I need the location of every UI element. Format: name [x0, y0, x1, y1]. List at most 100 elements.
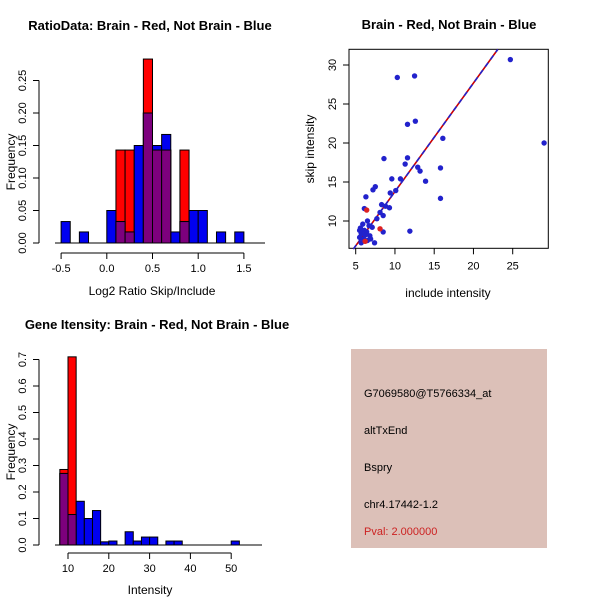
hist-bar: [197, 210, 208, 244]
probe-id-text: G7069580@T5766334_at: [364, 388, 491, 400]
tick-label: 5: [353, 260, 359, 272]
tick-label: 50: [225, 563, 237, 575]
hist-bar: [115, 221, 126, 244]
scatter-point-blue: [417, 168, 423, 174]
hist-bar: [133, 145, 144, 244]
scatter-xlabel: include intensity: [405, 286, 490, 300]
scatter-point-blue: [363, 194, 369, 200]
tick-label: 0.3: [17, 458, 29, 473]
tick-label: 20: [327, 137, 339, 149]
hist-ratio-title: RatioData: Brain - Red, Not Brain - Blue: [28, 18, 271, 33]
hist-ratio-ylabel: Frequency: [4, 134, 18, 191]
hist-bar: [142, 112, 154, 244]
hist-gene-xlabel: Intensity: [128, 583, 173, 597]
locus-text: chr4.17442-1.2: [364, 499, 438, 511]
hist-bar: [108, 540, 118, 546]
scatter-point-blue: [402, 161, 408, 167]
plot-box: [348, 48, 549, 249]
scatter-point-blue: [412, 118, 419, 124]
hist-bar: [124, 149, 135, 244]
tick-label: 0.05: [17, 200, 29, 221]
event-type-text: altTxEnd: [364, 425, 407, 437]
hist-bar: [91, 510, 102, 546]
scatter-point-blue: [411, 73, 418, 79]
hist-bar: [179, 221, 190, 244]
tick-label: 20: [467, 260, 479, 272]
scatter-point-blue: [364, 218, 371, 224]
tick-label: 0.7: [17, 352, 29, 367]
gene-intensity-histogram: 10 20 30 40 50 0.0 0.1 0.2 0.3 0.4 0.5 0.6 0.7: [17, 352, 262, 575]
hist-bar: [188, 210, 199, 244]
tick-label: 40: [184, 563, 196, 575]
tick-label: 1.0: [191, 263, 206, 275]
hist-bar: [161, 149, 172, 244]
tick-label: 15: [428, 260, 440, 272]
gene-info-panel: [351, 349, 547, 548]
tick-label: 0.25: [17, 70, 29, 91]
tick-label: 10: [62, 563, 74, 575]
hist-bar: [230, 540, 240, 546]
scatter-point-blue: [393, 187, 399, 194]
hist-bar: [140, 536, 151, 546]
fit-line-red: [352, 48, 499, 250]
hist-bar: [215, 231, 227, 244]
scatter-point-red: [362, 238, 368, 244]
scatter-point-blue: [440, 135, 446, 142]
scatter-point-blue: [386, 205, 393, 211]
scatter-ylabel: skip intensity: [303, 115, 317, 184]
hist-ratio-xlabel: Log2 Ratio Skip/Include: [89, 284, 216, 298]
tick-label: 10: [389, 260, 401, 272]
tick-label: 0.4: [17, 431, 29, 446]
scatter-point-blue: [407, 228, 413, 234]
tick-label: 20: [103, 563, 115, 575]
hist-bar: [234, 231, 245, 244]
scatter-point-blue: [415, 164, 421, 170]
hist-bar: [67, 514, 77, 546]
hist-bar: [75, 500, 85, 546]
tick-label: 0.00: [17, 232, 29, 253]
tick-label: 10: [327, 215, 339, 227]
scatter-point-blue: [369, 224, 375, 230]
hist-bar: [173, 540, 183, 546]
scatter-point-blue: [387, 190, 393, 196]
hist-bar: [78, 231, 90, 244]
tick-label: 30: [143, 563, 155, 575]
scatter-point-blue: [360, 221, 366, 227]
scatter-point-blue: [507, 56, 514, 63]
tick-label: 0.5: [17, 405, 29, 420]
scatter-point-blue: [422, 178, 429, 184]
tick-label: 0.2: [17, 484, 29, 499]
hist-bar: [60, 221, 71, 244]
tick-label: 0.5: [145, 263, 160, 275]
scatter-point-blue: [394, 74, 401, 81]
tick-label: 1.5: [236, 263, 251, 275]
hist-bar: [124, 231, 135, 244]
scatter-point-blue: [371, 240, 378, 246]
scatter-point-blue: [404, 121, 411, 127]
scatter-point-blue: [397, 176, 404, 182]
hist-bar: [106, 210, 117, 244]
tick-label: -0.5: [52, 263, 71, 275]
ratio-histogram: -0.5 0.0 0.5 1.0 1.5 0.00 0.05 0.10 0.15 0.20 0.25: [17, 58, 265, 275]
tick-label: 0.1: [17, 511, 29, 526]
scatter-point-blue: [541, 140, 547, 146]
tick-label: 0.10: [17, 167, 29, 188]
tick-label: 0.20: [17, 102, 29, 123]
hist-bar: [124, 531, 134, 546]
tick-label: 0.15: [17, 135, 29, 156]
scatter-point-blue: [370, 187, 376, 193]
hist-bar: [170, 231, 181, 244]
tick-label: 25: [507, 260, 519, 272]
scatter-point-blue: [381, 155, 387, 162]
hist-bar: [59, 472, 69, 546]
scatter-point-blue: [367, 236, 374, 242]
scatter-point-red: [363, 207, 370, 213]
tick-label: 30: [327, 59, 339, 71]
scatter-point-blue: [404, 155, 411, 161]
scatter-point-blue: [380, 212, 386, 219]
chart-marks: -0.5 0.0 0.5 1.0 1.50.000.050.100.150.200.25…: [17, 48, 549, 575]
tick-label: 0.0: [99, 263, 114, 275]
scatter-point-blue: [437, 165, 444, 171]
